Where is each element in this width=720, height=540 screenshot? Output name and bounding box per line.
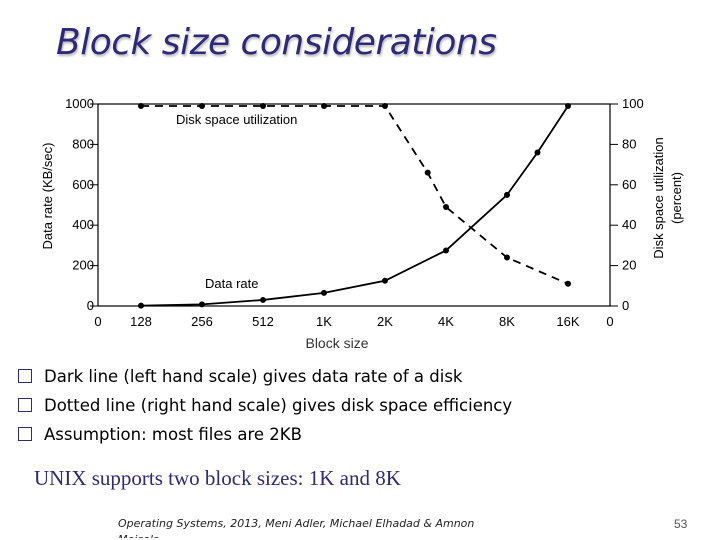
- disk-space-utilization-point: [565, 280, 571, 287]
- plot-frame: [97, 103, 611, 307]
- series-label-disk-space-utilization: Disk space utilization: [176, 112, 297, 127]
- disk-space-utilization-point: [504, 254, 510, 261]
- data-rate-point: [199, 301, 205, 308]
- data-rate-point: [321, 289, 327, 296]
- y-tick-label: 0: [87, 298, 94, 313]
- bullet-text: Assumption: most files are 2KB: [44, 425, 302, 444]
- checkbox-bullet-icon: [18, 427, 32, 441]
- page-number: 53: [674, 517, 688, 531]
- bullet-item: Assumption: most files are 2KB: [18, 420, 512, 449]
- y2-axis-title: Disk space utilization: [651, 137, 666, 258]
- x-tick-label: 128: [130, 314, 152, 329]
- y2-axis-title: (percent): [669, 172, 684, 224]
- x-axis-title: Block size: [305, 335, 368, 351]
- y2-tick-label: 80: [622, 136, 636, 151]
- y2-tick-label: 60: [622, 177, 636, 192]
- data-rate-point: [565, 103, 571, 110]
- x-tick-label: 1K: [316, 314, 332, 329]
- data-rate-point: [504, 191, 510, 198]
- chart-plot-area: 0 200 400 600 800 1000 0 20 40 60 80 100 128 256 512 1K…: [40, 96, 684, 351]
- disk-space-utilization-point: [382, 103, 388, 110]
- bullet-item: Dotted line (right hand scale) gives dis…: [18, 391, 512, 420]
- x-tick-label: 2K: [377, 314, 393, 329]
- disk-space-utilization-point: [199, 103, 205, 110]
- x-tick-label: 0: [606, 314, 613, 329]
- disk-space-utilization-point: [260, 103, 266, 110]
- x-tick-label: 0: [94, 314, 101, 329]
- x-tick-label: 4K: [438, 314, 454, 329]
- series-label-data-rate: Data rate: [205, 276, 258, 291]
- footer-credits: Operating Systems, 2013, Meni Adler, Mic…: [118, 517, 475, 538]
- block-size-note: UNIX supports two block sizes: 1K and 8K: [34, 466, 401, 490]
- data-rate-point: [138, 302, 144, 309]
- slide-title: Block size considerations: [56, 22, 497, 63]
- data-rate-point: [260, 296, 266, 303]
- chart: 0 200 400 600 800 1000 0 20 40 60 80 100 128 256 512 1K…: [40, 96, 684, 351]
- y-tick-label: 600: [72, 177, 94, 192]
- bullet-list: Dark line (left hand scale) gives data r…: [18, 362, 512, 449]
- y-axis-title: Data rate (KB/sec): [40, 143, 55, 250]
- y2-tick-label: 0: [622, 298, 629, 313]
- x-tick-label: 512: [252, 314, 274, 329]
- checkbox-bullet-icon: [18, 369, 32, 383]
- x-tick-label: 16K: [556, 314, 579, 329]
- data-rate-point: [443, 247, 449, 254]
- disk-space-utilization-point: [443, 204, 449, 211]
- disk-space-utilization-line: [141, 105, 569, 285]
- bullet-text: Dark line (left hand scale) gives data r…: [44, 367, 463, 386]
- y2-tick-label: 20: [622, 258, 636, 273]
- data-rate-point: [534, 149, 541, 156]
- x-tick-label: 8K: [499, 314, 515, 329]
- disk-space-utilization-point: [424, 169, 431, 176]
- y-tick-label: 200: [72, 258, 94, 273]
- checkbox-bullet-icon: [18, 398, 32, 412]
- y2-tick-label: 40: [622, 217, 636, 232]
- bullet-item: Dark line (left hand scale) gives data r…: [18, 362, 512, 391]
- y2-tick-label: 100: [622, 96, 644, 111]
- x-tick-label: 256: [191, 314, 213, 329]
- y-tick-label: 400: [72, 217, 94, 232]
- bullet-text: Dotted line (right hand scale) gives dis…: [44, 396, 513, 415]
- y-tick-label: 1000: [65, 96, 94, 111]
- data-rate-point: [382, 277, 388, 284]
- disk-space-utilization-point: [321, 103, 327, 110]
- disk-space-utilization-point: [138, 103, 144, 110]
- y-tick-label: 800: [72, 136, 94, 151]
